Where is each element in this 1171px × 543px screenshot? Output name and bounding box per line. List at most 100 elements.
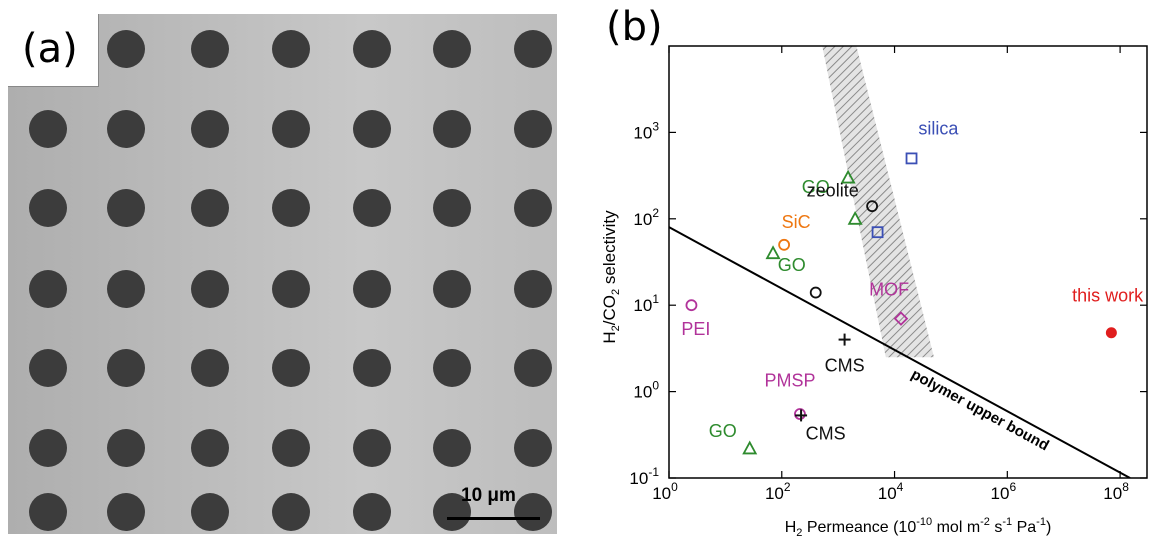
axis-titles: H2​ Permeance (10-10​ mol m-2​ s-1​ Pa-1… [600, 210, 1051, 539]
pore-hole [353, 493, 391, 531]
upper-bound-label: polymer upper bound [908, 366, 1052, 455]
label-go: GO [709, 421, 737, 441]
pore-hole [272, 189, 310, 227]
pore-hole [29, 270, 67, 308]
pore-hole [107, 110, 145, 148]
label-go: GO [778, 255, 806, 275]
y-tick-label: 101 [633, 292, 659, 315]
label-mof: MOF [869, 279, 909, 299]
point-mof [893, 311, 909, 326]
plot-frame [668, 45, 1148, 479]
panel-a-label: (a) [22, 26, 78, 72]
point-silica [871, 226, 884, 239]
pore-hole [433, 493, 471, 531]
sem-micrograph [8, 14, 557, 534]
pore-hole [29, 349, 67, 387]
point-this-work [1105, 327, 1117, 339]
point-zeolite [866, 200, 879, 213]
panel-b-label: (b) [606, 4, 663, 50]
pore-hole [107, 189, 145, 227]
scale-bar-label: 10 μm [461, 485, 516, 506]
pore-hole [191, 270, 229, 308]
point-silica [905, 152, 918, 165]
shaded-band [822, 46, 934, 358]
pore-hole [107, 30, 145, 68]
x-tick-label: 106 [991, 480, 1017, 503]
x-tick-label: 102 [765, 480, 791, 503]
pore-hole [514, 189, 552, 227]
pore-hole [433, 110, 471, 148]
pore-hole [353, 349, 391, 387]
pore-hole [272, 110, 310, 148]
label-silica: silica [918, 118, 959, 138]
y-tick-label: 103 [633, 119, 659, 142]
pore-hole [514, 270, 552, 308]
upper-bound-layer [669, 226, 1131, 478]
scale-bar [447, 517, 540, 520]
pore-hole [353, 30, 391, 68]
label-this-work: this work [1072, 286, 1144, 306]
pore-hole [29, 189, 67, 227]
pore-hole [514, 110, 552, 148]
point-go [840, 169, 856, 184]
point-go [765, 245, 781, 260]
pore-hole [191, 189, 229, 227]
label-go: GO [802, 177, 830, 197]
pore-hole [353, 189, 391, 227]
pore-hole [107, 493, 145, 531]
point-go [847, 210, 863, 225]
y-tick-label: 102 [633, 206, 659, 229]
pore-hole [191, 349, 229, 387]
pore-hole [107, 349, 145, 387]
pore-hole [514, 30, 552, 68]
pore-hole [107, 270, 145, 308]
pore-hole [29, 110, 67, 148]
pore-hole [107, 429, 145, 467]
pore-hole [433, 349, 471, 387]
polymer-upper-bound-line [669, 226, 1131, 478]
panel-a-label-box: (a) [8, 14, 99, 87]
pore-hole [514, 429, 552, 467]
shaded-band-layer [822, 46, 934, 358]
x-axis-title: H2​ Permeance (10-10​ mol m-2​ s-1​ Pa-1… [785, 516, 1052, 539]
pore-hole [191, 493, 229, 531]
label-cms: CMS [825, 356, 865, 376]
point-zeolite [809, 286, 822, 299]
pore-hole [433, 189, 471, 227]
pore-hole [272, 30, 310, 68]
pore-hole [191, 429, 229, 467]
pore-hole [353, 429, 391, 467]
x-tick-label: 108 [1103, 480, 1129, 503]
pore-hole [433, 30, 471, 68]
x-tick-label: 100 [652, 480, 678, 503]
pore-hole [433, 429, 471, 467]
data-points [685, 152, 1117, 455]
pore-hole [272, 349, 310, 387]
pore-hole [514, 349, 552, 387]
point-cms [838, 333, 851, 346]
point-go [742, 440, 758, 455]
point-cms [795, 409, 808, 422]
pore-hole [29, 429, 67, 467]
pore-hole [191, 30, 229, 68]
label-zeolite: zeolite [807, 181, 859, 201]
pore-hole [353, 270, 391, 308]
pore-hole [433, 270, 471, 308]
pore-hole [191, 110, 229, 148]
x-tick-label: 104 [878, 480, 904, 503]
pore-hole [514, 493, 552, 531]
pore-hole [272, 493, 310, 531]
pore-hole [353, 110, 391, 148]
point-sic [778, 238, 791, 251]
label-pei: PEI [681, 319, 710, 339]
y-axis-title: H2​/CO2​ selectivity [600, 210, 622, 344]
label-cms: CMS [806, 423, 846, 443]
y-tick-label: 100 [633, 379, 659, 402]
point-pmsp [794, 408, 806, 420]
pore-hole [272, 270, 310, 308]
pore-hole [272, 429, 310, 467]
label-sic: SiC [782, 212, 811, 232]
pore-hole [29, 493, 67, 531]
point-pei [685, 299, 698, 312]
